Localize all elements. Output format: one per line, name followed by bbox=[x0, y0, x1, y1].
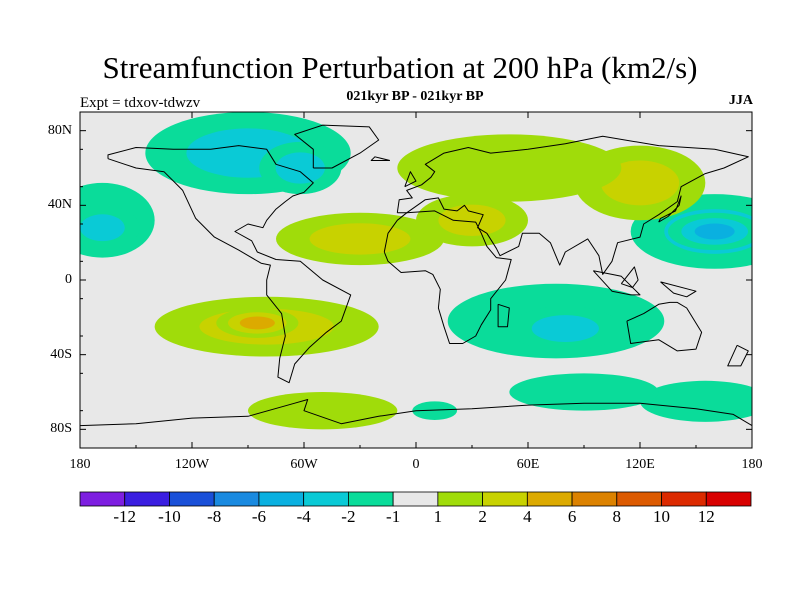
colorbar-box bbox=[258, 491, 305, 507]
colorbar-label: 10 bbox=[653, 507, 671, 526]
colorbar-label: -10 bbox=[158, 507, 181, 526]
coastline bbox=[383, 210, 512, 344]
y-tick-label: 40N bbox=[47, 197, 72, 213]
x-tick-label: 120W bbox=[174, 457, 210, 472]
coastline bbox=[294, 124, 380, 169]
colorbar-box bbox=[303, 491, 349, 507]
contour-band bbox=[531, 315, 599, 342]
period-label: 021kyr BP - 021kyr BP bbox=[346, 89, 484, 104]
y-tick-label: 80S bbox=[50, 421, 72, 437]
colorbar-label: -12 bbox=[113, 507, 137, 526]
x-tick-label: 60W bbox=[290, 457, 318, 472]
y-tick-label: 80N bbox=[47, 122, 72, 138]
contour-band bbox=[412, 401, 458, 420]
colorbar-label: -4 bbox=[296, 507, 311, 526]
contour-band bbox=[275, 152, 325, 184]
colorbar-label: 4 bbox=[523, 507, 532, 526]
coastline bbox=[727, 344, 749, 367]
colorbar-box bbox=[705, 491, 752, 507]
colorbar-box bbox=[392, 491, 439, 507]
colorbar-label: -2 bbox=[341, 507, 356, 526]
contour-band bbox=[309, 223, 411, 255]
contour-fills bbox=[80, 112, 752, 430]
colorbar-box bbox=[616, 491, 662, 507]
colorbar-box bbox=[571, 491, 618, 507]
coastline bbox=[626, 301, 703, 352]
colorbar-box bbox=[79, 491, 126, 507]
colorbar-label: 6 bbox=[567, 507, 577, 526]
contour-band bbox=[438, 204, 506, 236]
colorbar-label: 12 bbox=[697, 507, 715, 526]
experiment-label: Expt = tdxov-tdwzv bbox=[80, 95, 201, 111]
x-tick-label: 120E bbox=[625, 457, 655, 472]
colorbar bbox=[79, 491, 752, 507]
colorbar-box bbox=[661, 491, 707, 507]
colorbar-box bbox=[169, 491, 215, 507]
x-tick-label: 180 bbox=[69, 457, 91, 472]
coastline bbox=[660, 281, 697, 298]
contour-band bbox=[80, 214, 125, 242]
y-tick-label: 0 bbox=[65, 272, 72, 287]
colorbar-label: -8 bbox=[207, 507, 222, 526]
coastline bbox=[396, 135, 749, 275]
colorbar-box bbox=[124, 491, 170, 507]
x-tick-label: 0 bbox=[412, 457, 420, 472]
contour-band bbox=[239, 316, 275, 330]
colorbar-box bbox=[482, 491, 528, 507]
coastlines bbox=[80, 124, 752, 427]
contour-band bbox=[509, 373, 659, 411]
contour-band bbox=[640, 380, 752, 422]
colorbar-label: 8 bbox=[612, 507, 622, 526]
coastline bbox=[107, 145, 352, 384]
x-tick-label: 180 bbox=[741, 457, 763, 472]
contour-band bbox=[694, 223, 735, 240]
coastline bbox=[80, 399, 752, 427]
colorbar-box bbox=[213, 491, 260, 507]
coastline bbox=[370, 156, 391, 161]
colorbar-box bbox=[347, 491, 394, 507]
y-tick-label: 40S bbox=[50, 346, 72, 362]
figure-title: Streamfunction Perturbation at 200 hPa (… bbox=[102, 50, 698, 85]
contour-band bbox=[248, 392, 398, 430]
coastline bbox=[658, 195, 682, 223]
coastline bbox=[620, 266, 639, 288]
colorbar-label: 2 bbox=[478, 507, 487, 526]
colorbar-label: -1 bbox=[386, 507, 401, 526]
season-label: JJA bbox=[728, 93, 753, 108]
coastline bbox=[404, 171, 417, 188]
colorbar-label: 1 bbox=[433, 507, 443, 526]
coastline bbox=[592, 270, 641, 296]
colorbar-box bbox=[437, 491, 484, 507]
colorbar-label: -6 bbox=[251, 507, 266, 526]
coastline bbox=[497, 303, 510, 328]
contour-band bbox=[397, 134, 622, 202]
x-tick-label: 60E bbox=[516, 457, 540, 472]
colorbar-box bbox=[526, 491, 573, 507]
